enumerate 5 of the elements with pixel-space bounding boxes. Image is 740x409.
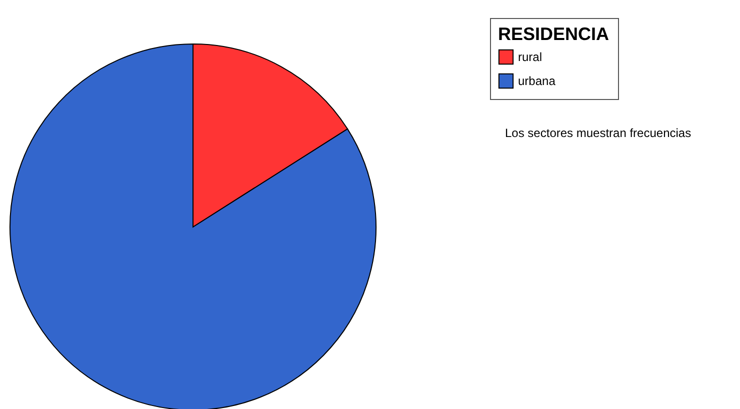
legend-label: rural <box>518 50 542 64</box>
pie-slice <box>10 44 376 409</box>
legend-title: RESIDENCIA <box>498 24 610 44</box>
text: Los sectores muestran frecuencias <box>505 126 692 140</box>
legend-label: urbana <box>518 74 556 88</box>
